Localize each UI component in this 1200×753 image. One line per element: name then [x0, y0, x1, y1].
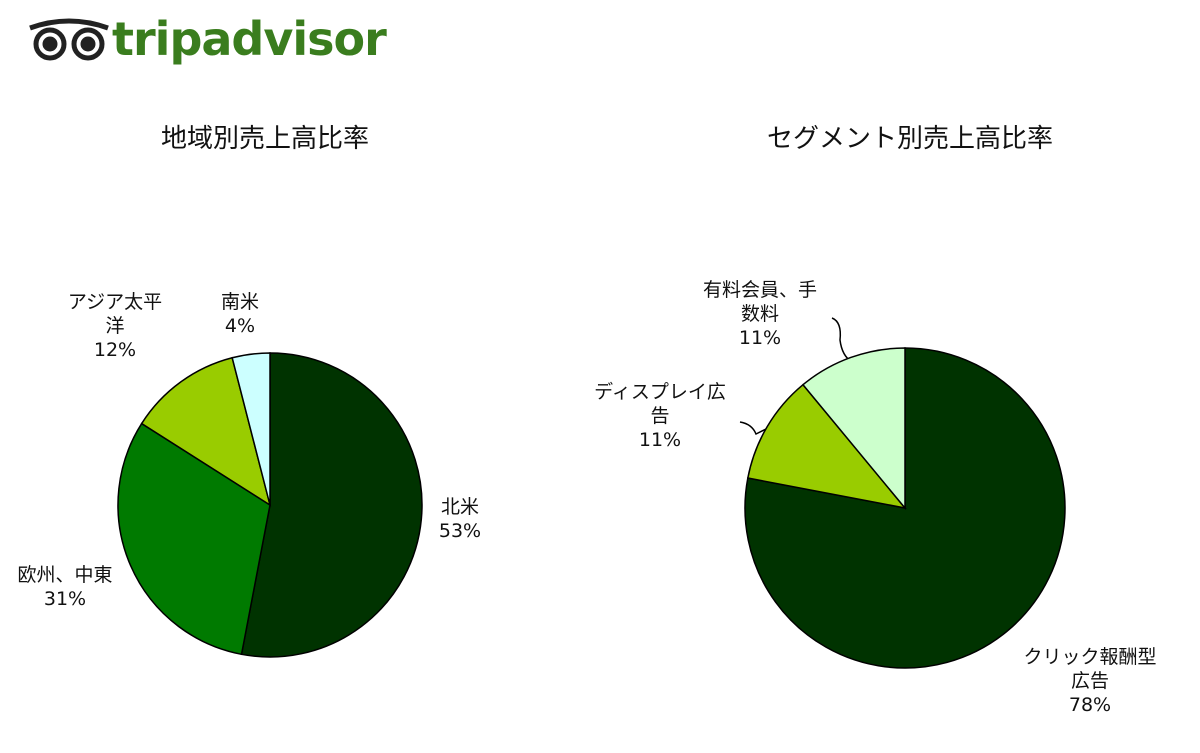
slice-label: 北米 53%: [430, 495, 490, 543]
slice-label: 欧州、中東 31%: [0, 563, 130, 611]
slice-label: 有料会員、手数料 11%: [696, 278, 824, 350]
logo: tripadvisor: [112, 12, 387, 66]
value-label: 31%: [43, 588, 87, 610]
slice-label: クリック報酬型広告 78%: [1015, 645, 1165, 717]
value-label: 11%: [638, 429, 682, 451]
chart-title: 地域別売上高比率: [160, 124, 369, 154]
pie-slice: [746, 383, 907, 510]
category: 有料会員、手数料: [702, 279, 817, 325]
value-label: 11%: [738, 327, 782, 349]
category: アジア太平洋: [67, 291, 163, 337]
category: ディスプレイ広告: [594, 381, 726, 427]
category: 北米: [440, 496, 479, 518]
value-label: 4%: [224, 315, 256, 337]
pie-slice: [140, 356, 272, 507]
pie-slice: [231, 352, 271, 506]
category: 南米: [220, 291, 259, 313]
category: 欧州、中東: [17, 564, 113, 586]
leader-lines: [739, 317, 853, 436]
slice-label: アジア太平洋 12%: [63, 290, 168, 362]
pie-slice: [801, 347, 906, 511]
category: クリック報酬型広告: [1023, 646, 1157, 692]
chart-title: セグメント別売上高比率: [766, 124, 1053, 154]
value-label: 12%: [93, 339, 137, 361]
value-label: 78%: [1068, 694, 1112, 716]
slice-label: ディスプレイ広告 11%: [585, 380, 735, 452]
logo-icon: [29, 18, 109, 61]
value-label: 53%: [438, 520, 482, 542]
pie-slice: [240, 352, 423, 658]
slice-label: 南米 4%: [210, 290, 270, 338]
